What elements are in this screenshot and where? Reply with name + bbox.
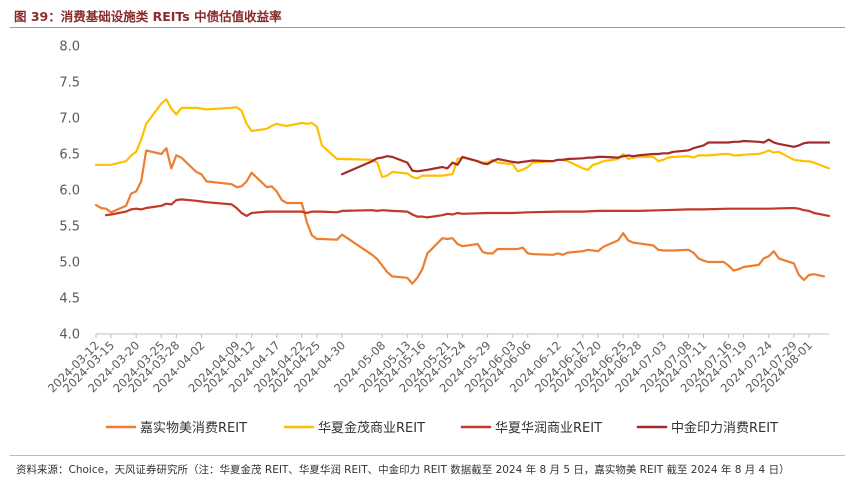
line-chart: 8.0 7.5 7.0 6.5 6.0 5.5 5.0 4.5 4.0 2024-03-1220… (45, 40, 831, 436)
y-tick-label: 7.5 (59, 76, 80, 91)
y-tick-label: 4.5 (59, 292, 80, 307)
legend-label-3: 华夏华润商业REIT (495, 421, 602, 436)
legend-label-4: 中金印力消费REIT (671, 420, 778, 436)
legend-label-2: 华夏金茂商业REIT (318, 420, 425, 436)
series-lines (94, 98, 831, 285)
y-tick-label: 7.0 (59, 112, 80, 127)
series-line-2 (94, 98, 831, 180)
y-tick-label: 5.0 (59, 256, 80, 271)
source-note: 资料来源：Choice，天风证券研究所（注：华夏金茂 REIT、华夏华润 REI… (16, 464, 790, 476)
legend: 嘉实物美消费REIT 华夏金茂商业REIT 华夏华润商业REIT 中金印力消费REIT (105, 420, 778, 436)
legend-label-1: 嘉实物美消费REIT (140, 421, 247, 436)
y-axis: 8.0 7.5 7.0 6.5 6.0 5.5 5.0 4.5 4.0 (59, 40, 80, 343)
x-axis: 2024-03-122024-03-152024-03-202024-03-25… (45, 333, 829, 395)
series-line-1 (94, 147, 826, 285)
y-tick-label: 5.5 (59, 220, 80, 235)
y-tick-label: 6.0 (59, 184, 80, 199)
series-line-4 (340, 138, 831, 176)
source-divider (10, 455, 845, 456)
y-tick-label: 6.5 (59, 148, 80, 163)
y-tick-label: 8.0 (59, 40, 80, 55)
y-tick-label: 4.0 (59, 328, 80, 343)
series-line-3 (104, 198, 831, 219)
figure-title: 图 39：消费基础设施类 REITs 中债估值收益率 (14, 9, 282, 24)
title-divider (10, 27, 845, 28)
